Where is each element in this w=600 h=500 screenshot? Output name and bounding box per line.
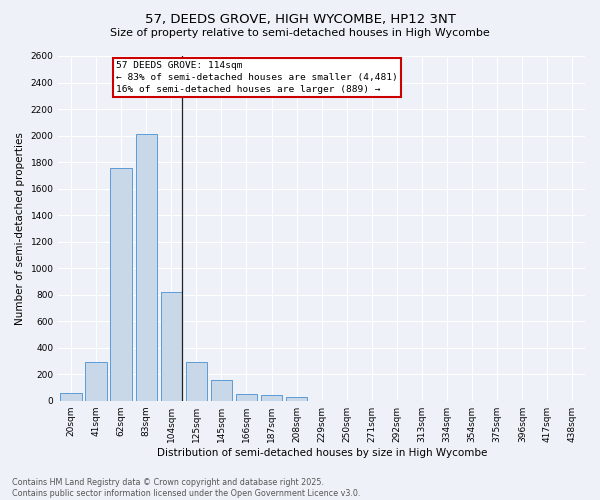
Text: Size of property relative to semi-detached houses in High Wycombe: Size of property relative to semi-detach…	[110, 28, 490, 38]
Text: 57, DEEDS GROVE, HIGH WYCOMBE, HP12 3NT: 57, DEEDS GROVE, HIGH WYCOMBE, HP12 3NT	[145, 12, 455, 26]
Bar	[286, 396, 307, 400]
Bar	[236, 394, 257, 400]
Bar	[85, 362, 107, 401]
Bar	[60, 394, 82, 400]
Bar	[211, 380, 232, 400]
Bar	[261, 396, 282, 400]
Text: Contains HM Land Registry data © Crown copyright and database right 2025.
Contai: Contains HM Land Registry data © Crown c…	[12, 478, 361, 498]
X-axis label: Distribution of semi-detached houses by size in High Wycombe: Distribution of semi-detached houses by …	[157, 448, 487, 458]
Bar	[136, 134, 157, 400]
Text: 57 DEEDS GROVE: 114sqm
← 83% of semi-detached houses are smaller (4,481)
16% of : 57 DEEDS GROVE: 114sqm ← 83% of semi-det…	[116, 62, 398, 94]
Bar	[185, 362, 207, 401]
Y-axis label: Number of semi-detached properties: Number of semi-detached properties	[15, 132, 25, 325]
Bar	[110, 168, 132, 400]
Bar	[161, 292, 182, 401]
